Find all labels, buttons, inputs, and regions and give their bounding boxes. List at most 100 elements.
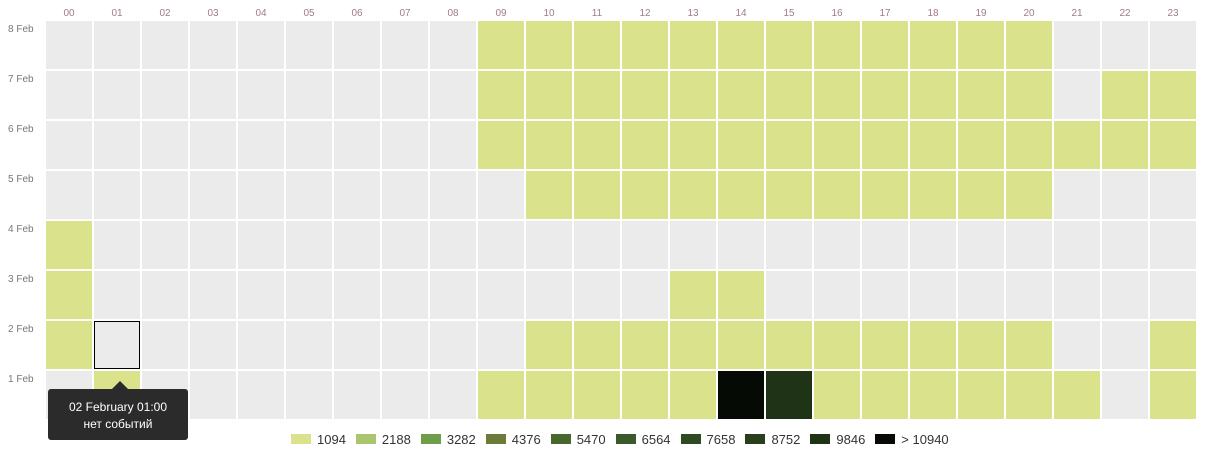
heatmap-cell[interactable] — [718, 371, 764, 419]
heatmap-cell[interactable] — [718, 321, 764, 369]
heatmap-cell[interactable] — [238, 121, 284, 169]
heatmap-cell[interactable] — [622, 71, 668, 119]
heatmap-cell[interactable] — [1102, 271, 1148, 319]
heatmap-cell[interactable] — [334, 321, 380, 369]
heatmap-cell[interactable] — [1006, 221, 1052, 269]
heatmap-cell[interactable] — [814, 71, 860, 119]
heatmap-cell[interactable] — [382, 171, 428, 219]
heatmap-cell[interactable] — [286, 71, 332, 119]
heatmap-cell[interactable] — [526, 121, 572, 169]
heatmap-cell[interactable] — [286, 121, 332, 169]
heatmap-cell[interactable] — [670, 221, 716, 269]
heatmap-cell[interactable] — [718, 171, 764, 219]
heatmap-cell[interactable] — [238, 321, 284, 369]
heatmap-cell[interactable] — [814, 321, 860, 369]
heatmap-cell[interactable] — [94, 271, 140, 319]
heatmap-cell[interactable] — [142, 21, 188, 69]
heatmap-cell[interactable] — [1054, 121, 1100, 169]
heatmap-cell[interactable] — [718, 21, 764, 69]
heatmap-cell[interactable] — [286, 171, 332, 219]
heatmap-cell[interactable] — [1102, 71, 1148, 119]
heatmap-cell[interactable] — [862, 121, 908, 169]
heatmap-cell[interactable] — [526, 21, 572, 69]
heatmap-cell[interactable] — [910, 271, 956, 319]
heatmap-cell[interactable] — [1006, 271, 1052, 319]
heatmap-cell[interactable] — [1102, 21, 1148, 69]
heatmap-cell[interactable] — [334, 371, 380, 419]
heatmap-cell[interactable] — [190, 321, 236, 369]
heatmap-cell[interactable] — [766, 21, 812, 69]
heatmap-cell[interactable] — [622, 121, 668, 169]
heatmap-cell[interactable] — [334, 171, 380, 219]
heatmap-cell[interactable] — [910, 221, 956, 269]
heatmap-cell[interactable] — [94, 21, 140, 69]
heatmap-cell[interactable] — [670, 371, 716, 419]
heatmap-cell[interactable] — [334, 71, 380, 119]
heatmap-cell[interactable] — [1006, 171, 1052, 219]
heatmap-cell[interactable] — [670, 21, 716, 69]
heatmap-cell[interactable] — [718, 71, 764, 119]
heatmap-cell[interactable] — [622, 271, 668, 319]
heatmap-cell[interactable] — [190, 371, 236, 419]
heatmap-cell[interactable] — [766, 271, 812, 319]
heatmap-cell[interactable] — [1006, 71, 1052, 119]
heatmap-cell[interactable] — [1054, 221, 1100, 269]
heatmap-cell[interactable] — [1150, 371, 1196, 419]
heatmap-cell[interactable] — [190, 221, 236, 269]
heatmap-cell[interactable] — [910, 71, 956, 119]
heatmap-cell[interactable] — [286, 271, 332, 319]
heatmap-cell[interactable] — [718, 271, 764, 319]
heatmap-cell[interactable] — [46, 321, 92, 369]
heatmap-cell[interactable] — [862, 271, 908, 319]
heatmap-cell[interactable] — [1150, 321, 1196, 369]
heatmap-cell[interactable] — [190, 271, 236, 319]
heatmap-cell[interactable] — [814, 171, 860, 219]
heatmap-cell[interactable] — [46, 21, 92, 69]
heatmap-cell[interactable] — [622, 221, 668, 269]
heatmap-cell[interactable] — [574, 321, 620, 369]
heatmap-cell[interactable] — [238, 271, 284, 319]
heatmap-cell[interactable] — [382, 21, 428, 69]
heatmap-cell[interactable] — [94, 171, 140, 219]
heatmap-cell[interactable] — [1006, 321, 1052, 369]
heatmap-cell[interactable] — [958, 121, 1004, 169]
heatmap-cell[interactable] — [958, 321, 1004, 369]
heatmap-cell[interactable] — [814, 121, 860, 169]
heatmap-cell[interactable] — [142, 321, 188, 369]
heatmap-cell[interactable] — [478, 321, 524, 369]
heatmap-cell[interactable] — [862, 371, 908, 419]
heatmap-cell[interactable] — [910, 171, 956, 219]
heatmap-cell[interactable] — [46, 221, 92, 269]
heatmap-cell[interactable] — [430, 121, 476, 169]
heatmap-cell[interactable] — [526, 71, 572, 119]
heatmap-cell[interactable] — [1006, 121, 1052, 169]
heatmap-cell[interactable] — [478, 21, 524, 69]
heatmap-cell[interactable] — [478, 271, 524, 319]
heatmap-cell[interactable] — [574, 371, 620, 419]
heatmap-cell[interactable] — [190, 171, 236, 219]
heatmap-cell[interactable] — [670, 171, 716, 219]
heatmap-cell[interactable] — [1150, 221, 1196, 269]
heatmap-cell[interactable] — [1102, 321, 1148, 369]
heatmap-cell[interactable] — [478, 71, 524, 119]
heatmap-cell[interactable] — [238, 171, 284, 219]
heatmap-cell[interactable] — [1102, 371, 1148, 419]
heatmap-cell[interactable] — [238, 371, 284, 419]
heatmap-cell[interactable] — [910, 21, 956, 69]
heatmap-cell[interactable] — [1006, 21, 1052, 69]
heatmap-cell[interactable] — [190, 121, 236, 169]
heatmap-cell[interactable] — [910, 321, 956, 369]
heatmap-cell[interactable] — [430, 71, 476, 119]
heatmap-cell[interactable] — [286, 221, 332, 269]
heatmap-cell[interactable] — [94, 321, 140, 369]
heatmap-cell[interactable] — [1150, 121, 1196, 169]
heatmap-cell[interactable] — [142, 71, 188, 119]
heatmap-cell[interactable] — [814, 271, 860, 319]
heatmap-cell[interactable] — [382, 271, 428, 319]
heatmap-cell[interactable] — [862, 21, 908, 69]
heatmap-cell[interactable] — [382, 221, 428, 269]
heatmap-cell[interactable] — [430, 21, 476, 69]
heatmap-cell[interactable] — [1102, 121, 1148, 169]
heatmap-cell[interactable] — [334, 271, 380, 319]
heatmap-cell[interactable] — [766, 371, 812, 419]
